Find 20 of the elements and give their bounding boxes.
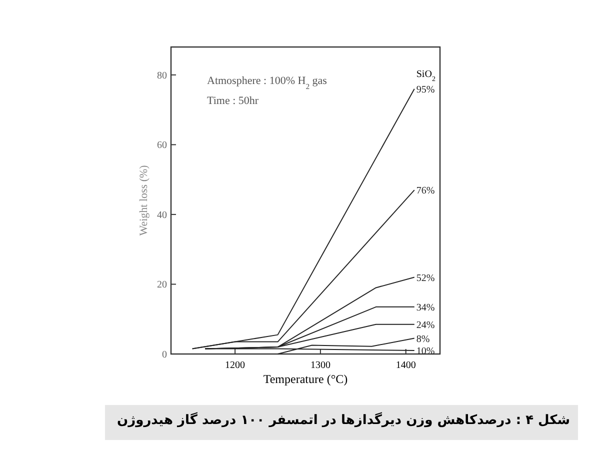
series-label: 76% (416, 186, 435, 197)
series-label: 34% (416, 302, 435, 314)
x-tick-label: 1200 (225, 360, 246, 371)
x-tick-label: 1400 (396, 360, 416, 371)
y-tick-label: 60 (157, 140, 167, 152)
y-tick-label: 80 (157, 70, 167, 82)
series-label: 8% (416, 334, 430, 345)
x-tick-label: 1300 (310, 360, 330, 371)
legend-title: SiO$_{2}$ (416, 68, 436, 83)
series-label: 95% (416, 84, 435, 96)
annotation: Time : 50hr (207, 95, 259, 107)
annotation: Atmosphere : 100% H$_{2}$ gas (207, 75, 327, 90)
y-tick-label: 20 (157, 280, 167, 291)
y-axis-title: Weight loss (%) (138, 164, 150, 236)
y-tick-label: 40 (157, 210, 167, 221)
series-label: 24% (416, 320, 435, 331)
y-tick-label: 0 (162, 350, 167, 360)
series-label: 52% (416, 272, 435, 284)
text: شکل ۴ : درصدکاهش وزن دیرگدازها در اتمسفر ۱۰۰ درصد گاز هیدروژن (117, 413, 570, 428)
x-axis-title: Temperature (°C) (263, 372, 348, 386)
